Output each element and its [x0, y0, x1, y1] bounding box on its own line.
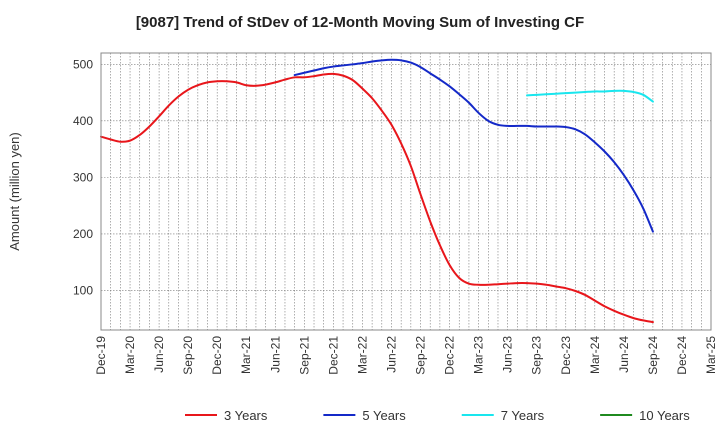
y-axis-title: Amount (million yen)	[7, 132, 22, 251]
x-tick-label: Sep-20	[181, 336, 195, 375]
x-tick-label: Mar-23	[472, 336, 486, 374]
x-tick-label: Jun-23	[501, 336, 515, 373]
y-tick-label: 200	[73, 227, 93, 241]
legend: 3 Years 5 Years 7 Years 10 Years	[185, 408, 690, 423]
plot-background	[101, 53, 711, 330]
plot-frame	[100, 52, 712, 331]
axis-layer: 100 200 300 400 500 Dec-19 Mar-20 Jun-20 Sep-20 D…	[73, 57, 718, 374]
x-tick-label: Sep-23	[530, 336, 544, 375]
x-tick-label: Mar-20	[123, 336, 137, 374]
y-tick-label: 300	[73, 170, 93, 184]
chart-title: [9087] Trend of StDev of 12-Month Moving…	[135, 14, 585, 31]
x-tick-label: Mar-21	[239, 336, 253, 374]
x-tick-label: Jun-24	[617, 336, 631, 373]
x-tick-label: Dec-21	[326, 336, 340, 375]
x-tick-label: Sep-24	[646, 336, 660, 375]
x-tick-label: Mar-25	[704, 336, 718, 374]
series-line-7-years	[526, 89, 654, 103]
x-tick-label: Mar-24	[588, 336, 602, 374]
x-tick-label: Dec-23	[559, 336, 573, 375]
legend-label: 5 Years	[362, 408, 406, 423]
legend-label: 3 Years	[224, 408, 268, 423]
legend-label: 10 Years	[639, 408, 690, 423]
x-tick-label: Dec-24	[675, 336, 689, 375]
series-line-5-years	[293, 58, 654, 233]
y-tick-label: 100	[73, 283, 93, 297]
x-tick-label: Jun-21	[268, 336, 282, 373]
x-tick-label: Dec-22	[443, 336, 457, 375]
x-tick-label: Dec-20	[210, 336, 224, 375]
x-tick-label: Sep-22	[414, 336, 428, 375]
x-tick-label: Jun-20	[152, 336, 166, 373]
y-tick-label: 400	[73, 114, 93, 128]
legend-label: 7 Years	[501, 408, 545, 423]
x-tick-label: Sep-21	[297, 336, 311, 375]
series-line-3-years	[100, 72, 654, 324]
x-tick-label: Dec-19	[94, 336, 108, 375]
x-tick-label: Mar-22	[355, 336, 369, 374]
series-layer	[100, 58, 654, 324]
y-tick-label: 500	[73, 57, 93, 71]
x-tick-label: Jun-22	[384, 336, 398, 373]
